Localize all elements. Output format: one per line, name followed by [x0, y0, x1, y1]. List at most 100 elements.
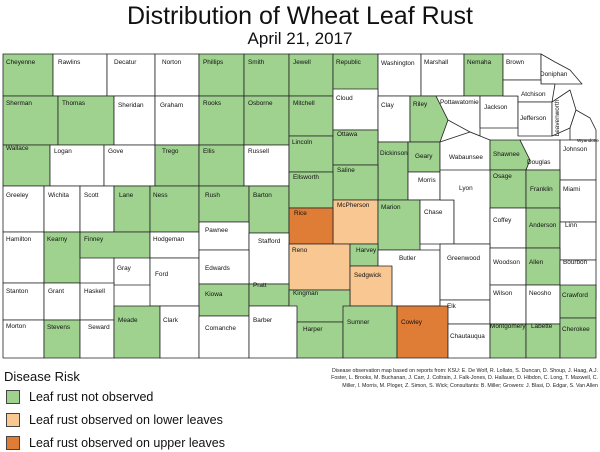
county-cherokee [559, 317, 597, 359]
county-label-grant: Grant [48, 288, 64, 295]
legend-swatch-lower-leaves [6, 413, 20, 427]
county-label-labette: Labette [531, 323, 553, 330]
county-label-mcpherson: McPherson [337, 202, 370, 209]
county-label-osage: Osage [493, 173, 512, 180]
county-label-stevens: Stevens [47, 324, 70, 331]
county-label-brown: Brown [506, 59, 525, 66]
county-label-linn: Linn [565, 222, 578, 229]
county-label-stafford: Stafford [258, 238, 281, 245]
county-label-marshall: Marshall [424, 59, 448, 66]
county-label-miami: Miami [563, 186, 580, 193]
county-label-crawford: Crawford [562, 292, 588, 299]
county-label-morton: Morton [6, 323, 26, 330]
county-sumner [342, 305, 398, 359]
county-label-jefferson: Jefferson [520, 115, 547, 122]
map-subtitle: April 21, 2017 [247, 29, 353, 48]
county-label-shawnee: Shawnee [493, 151, 520, 158]
county-label-scott: Scott [84, 192, 99, 199]
county-label-kearny: Kearny [47, 236, 68, 243]
county-label-cherokee: Cherokee [562, 326, 590, 333]
legend-item-not-observed: Leaf rust not observed [6, 389, 153, 405]
county-label-thomas: Thomas [62, 100, 85, 107]
county-brown [502, 53, 542, 81]
county-label-pottawatomie: Pottawatomie [440, 99, 479, 106]
legend-swatch-not-observed [6, 390, 20, 404]
county-label-chase: Chase [424, 209, 443, 216]
legend-item-lower-leaves: Leaf rust observed on lower leaves [6, 412, 223, 428]
county-label-pawnee: Pawnee [205, 227, 229, 234]
county-label-graham: Graham [160, 102, 183, 109]
county-label-kiowa: Kiowa [205, 291, 223, 298]
county-label-wabaunsee: Wabaunsee [449, 154, 483, 161]
county-label-greeley: Greeley [6, 192, 29, 199]
county-label-leavenworth: Leavenworth [554, 99, 561, 136]
county-label-pratt: Pratt [253, 282, 267, 289]
county-label-dickinson: Dickinson [380, 150, 408, 157]
county-label-ford: Ford [155, 271, 169, 278]
county-label-woodson: Woodson [493, 259, 520, 266]
county-kiowa [198, 283, 250, 317]
county-label-wilson: Wilson [493, 290, 513, 297]
legend-title: Disease Risk [4, 369, 80, 384]
county-label-cowley: Cowley [401, 319, 423, 326]
county-label-nemaha: Nemaha [467, 59, 492, 66]
county-label-elk: Elk [447, 303, 457, 310]
county-cowley [396, 305, 449, 359]
county-jackson [479, 95, 519, 129]
county-label-greenwood: Greenwood [447, 255, 480, 262]
county-label-sumner: Sumner [347, 319, 370, 326]
county-label-hamilton: Hamilton [6, 236, 32, 243]
county-label-lyon: Lyon [459, 185, 473, 192]
county-label-smith: Smith [248, 59, 265, 66]
county-label-seward: Seward [88, 324, 110, 331]
county-label-sedgwick: Sedgwick [354, 272, 382, 279]
county-label-reno: Reno [292, 247, 308, 254]
county-label-ellsworth: Ellsworth [293, 174, 319, 181]
county-label-mitchell: Mitchell [293, 100, 315, 107]
county-label-norton: Norton [162, 59, 182, 66]
county-label-sheridan: Sheridan [118, 102, 144, 109]
county-label-gove: Gove [108, 148, 124, 155]
county-label-kingman: Kingman [293, 290, 319, 297]
county-label-lane: Lane [119, 192, 134, 199]
county-label-hodgeman: Hodgeman [153, 236, 185, 243]
county-comanche [198, 315, 250, 359]
county-label-barber: Barber [253, 317, 273, 324]
county-crawford [559, 284, 597, 319]
county-label-montgomery: Montgomery [490, 323, 526, 330]
county-label-rawlins: Rawlins [58, 59, 80, 66]
county-label-jewell: Jewell [293, 59, 311, 66]
county-label-trego: Trego [162, 148, 179, 155]
county-label-barton: Barton [253, 192, 272, 199]
county-label-atchison: Atchison [521, 91, 546, 98]
county-label-riley: Riley [413, 101, 428, 108]
county-label-saline: Saline [337, 167, 355, 174]
county-label-rooks: Rooks [203, 100, 221, 107]
county-label-harvey: Harvey [356, 247, 377, 254]
county-chautauqua [447, 323, 491, 359]
county-label-butler: Butler [399, 255, 417, 262]
county-label-marion: Marion [381, 204, 401, 211]
county-label-cheyenne: Cheyenne [6, 59, 36, 66]
county-label-clark: Clark [163, 317, 179, 324]
county-label-sherman: Sherman [6, 100, 32, 107]
county-label-cloud: Cloud [336, 95, 353, 102]
legend-label-lower-leaves: Leaf rust observed on lower leaves [29, 413, 223, 427]
county-label-johnson: Johnson [563, 146, 588, 153]
county-label-lincoln: Lincoln [292, 139, 313, 146]
county-label-phillips: Phillips [203, 59, 223, 66]
county-label-rice: Rice [294, 210, 307, 217]
county-ford [149, 257, 200, 307]
county-coffey [489, 207, 527, 249]
county-chase [419, 199, 455, 245]
county-label-geary: Geary [415, 153, 433, 160]
legend-item-upper-leaves: Leaf rust observed on upper leaves [6, 435, 225, 451]
county-label-bourbon: Bourbon [563, 259, 588, 266]
county-label-russell: Russell [248, 148, 269, 155]
county-label-clay: Clay [381, 102, 395, 109]
map-title: Distribution of Wheat Leaf Rust [127, 2, 473, 30]
county-clark [159, 305, 200, 359]
county-label-wallace: Wallace [6, 145, 29, 152]
county-label-osborne: Osborne [248, 100, 273, 107]
county-label-franklin: Franklin [530, 186, 553, 193]
